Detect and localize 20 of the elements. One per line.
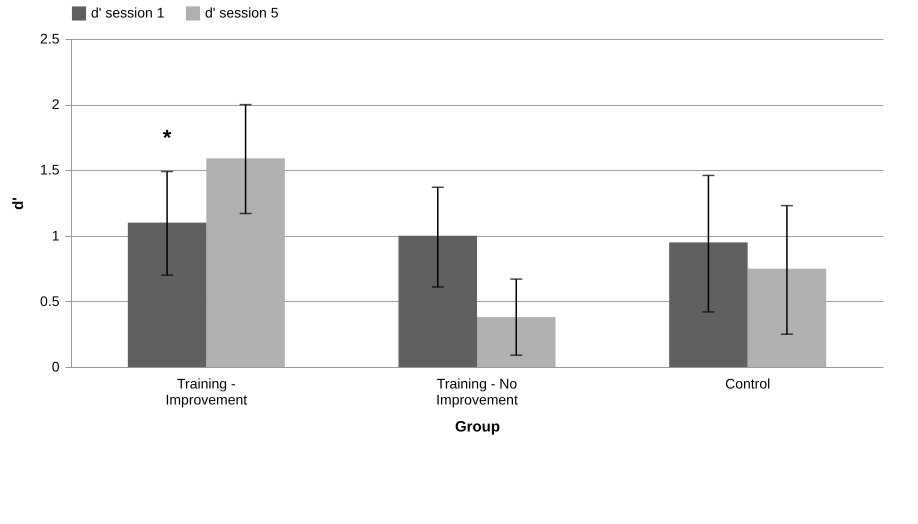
y-tick-label: 1 [52,227,60,244]
bar [669,242,748,367]
bar [206,158,285,367]
bar [748,268,826,367]
annotation: * [162,125,172,150]
legend-label: d' session 5 [205,4,279,20]
y-tick-label: 1.5 [40,162,60,178]
x-axis-title: Group [455,418,500,436]
bar [477,317,556,367]
x-tick-label: Control [725,376,770,392]
x-tick-label: Training - Improvement [165,376,248,408]
y-tick-label: 0 [52,358,60,374]
bar [128,222,206,367]
y-axis-title: d' [10,197,28,210]
legend-label: d' session 1 [91,4,165,20]
y-tick-label: 2 [52,96,60,112]
y-tick-label: 2.5 [40,30,60,46]
x-tick-label: Training - No Improvement [436,376,518,408]
y-tick-label: 0.5 [40,292,60,309]
bar [398,236,477,367]
